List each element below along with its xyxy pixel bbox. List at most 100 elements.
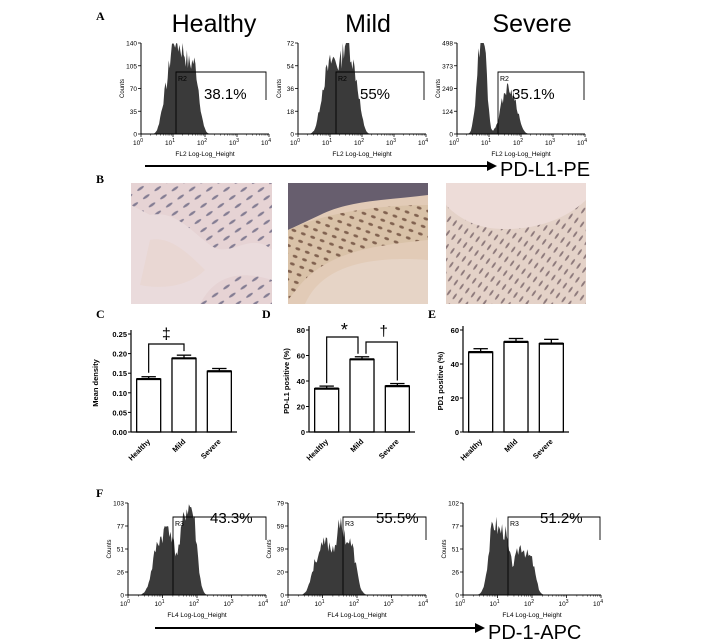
y-tick-label: 79 [277, 501, 285, 508]
bar [206, 370, 232, 433]
x-tick-base: 10 [280, 601, 288, 608]
micrograph-mild [288, 183, 428, 304]
y-axis-label: Counts [442, 539, 448, 558]
x-tick-base: 10 [449, 140, 457, 147]
bar [538, 342, 564, 433]
x-tick-exponent: 4 [600, 599, 603, 605]
x-tick-exponent: 2 [520, 138, 523, 144]
x-axis-label: FL4 Log-Log_Height [327, 612, 386, 619]
significance-bracket [365, 341, 398, 381]
x-tick-label: 102 [349, 599, 359, 608]
y-tick-label: 102 [448, 501, 459, 508]
y-tick-label: 105 [126, 63, 137, 70]
y-tick-label: 77 [452, 524, 460, 531]
x-tick-base: 10 [593, 601, 601, 608]
x-tick-exponent: 3 [566, 599, 569, 605]
gate-percent: 55% [360, 86, 390, 103]
heading-mild: Mild [345, 10, 391, 38]
category-label: Healthy [127, 436, 153, 462]
bar [136, 378, 162, 433]
x-tick-label: 104 [258, 599, 268, 608]
y-tick-label: 51 [452, 547, 460, 554]
y-tick-label: 0 [301, 428, 305, 437]
y-tick-label: 20 [277, 570, 285, 577]
gate-percent: 55.5% [376, 510, 419, 527]
y-tick-label: 0 [455, 593, 459, 600]
y-tick-label: 40 [451, 360, 459, 369]
y-tick-label: 60 [451, 326, 459, 335]
x-tick-exponent: 1 [162, 599, 165, 605]
x-tick-label: 104 [593, 599, 603, 608]
x-tick-base: 10 [418, 140, 426, 147]
x-tick-base: 10 [261, 140, 269, 147]
x-tick-exponent: 0 [462, 599, 465, 605]
y-tick-label: 0 [120, 593, 124, 600]
x-tick-base: 10 [133, 140, 141, 147]
x-tick-exponent: 4 [584, 138, 587, 144]
x-tick-label: 104 [577, 138, 587, 147]
x-tick-exponent: 4 [265, 599, 268, 605]
histogram-distribution [288, 517, 426, 595]
significance-bracket [148, 343, 185, 373]
gate-percent: 35.1% [512, 86, 555, 103]
histogram-distribution [463, 516, 601, 595]
x-tick-base: 10 [223, 601, 231, 608]
x-tick-exponent: 4 [425, 138, 428, 144]
x-tick-base: 10 [354, 140, 362, 147]
x-tick-label: 103 [386, 138, 396, 147]
significance-marker: ‡ [162, 326, 171, 343]
x-tick-label: 100 [120, 599, 130, 608]
y-tick-label: 0 [290, 132, 294, 139]
gate-percent: 43.3% [210, 510, 253, 527]
x-tick-label: 101 [322, 138, 332, 147]
x-tick-base: 10 [349, 601, 357, 608]
x-tick-exponent: 3 [231, 599, 234, 605]
x-tick-base: 10 [545, 140, 553, 147]
x-tick-base: 10 [513, 140, 521, 147]
x-tick-exponent: 0 [456, 138, 459, 144]
x-tick-label: 104 [261, 138, 271, 147]
x-tick-exponent: 1 [329, 138, 332, 144]
y-tick-label: 0.00 [112, 428, 127, 437]
bar [468, 351, 494, 433]
y-tick-label: 0 [280, 593, 284, 600]
x-tick-exponent: 2 [196, 599, 199, 605]
y-axis-label: Mean density [91, 358, 100, 406]
pd-1-arrow-head [475, 623, 485, 633]
histogram-distribution [298, 43, 426, 134]
x-tick-label: 101 [481, 138, 491, 147]
x-tick-base: 10 [481, 140, 489, 147]
x-tick-exponent: 2 [361, 138, 364, 144]
gate-label: R3 [510, 521, 519, 528]
bar-chart-c: 0.00 0.05 0.10 0.15 0.20 0.25 Mean density Heal… [91, 326, 237, 463]
y-tick-label: 0.20 [112, 350, 127, 359]
gate-percent: 51.2% [540, 510, 583, 527]
x-tick-exponent: 0 [140, 138, 143, 144]
bar [349, 358, 375, 433]
x-tick-exponent: 1 [497, 599, 500, 605]
y-tick-label: 0 [449, 132, 453, 139]
gate-label: R2 [178, 76, 187, 83]
y-tick-label: 77 [117, 524, 125, 531]
category-label: Mild [170, 437, 187, 454]
x-tick-base: 10 [154, 601, 162, 608]
x-tick-base: 10 [189, 601, 197, 608]
x-tick-base: 10 [314, 601, 322, 608]
x-tick-base: 10 [383, 601, 391, 608]
y-tick-label: 140 [126, 41, 137, 48]
panel-letter-e: E [428, 307, 436, 321]
x-axis-label: FL4 Log-Log_Height [502, 612, 561, 619]
panel-letter-c: C [96, 307, 105, 321]
x-tick-exponent: 2 [204, 138, 207, 144]
x-tick-exponent: 3 [236, 138, 239, 144]
x-tick-exponent: 4 [425, 599, 428, 605]
heading-severe: Severe [492, 10, 571, 38]
histogram-distribution [141, 43, 269, 134]
y-tick-label: 0.25 [112, 330, 127, 339]
y-tick-label: 124 [442, 109, 453, 116]
y-tick-label: 20 [451, 394, 459, 403]
x-tick-exponent: 1 [488, 138, 491, 144]
x-tick-base: 10 [386, 140, 394, 147]
